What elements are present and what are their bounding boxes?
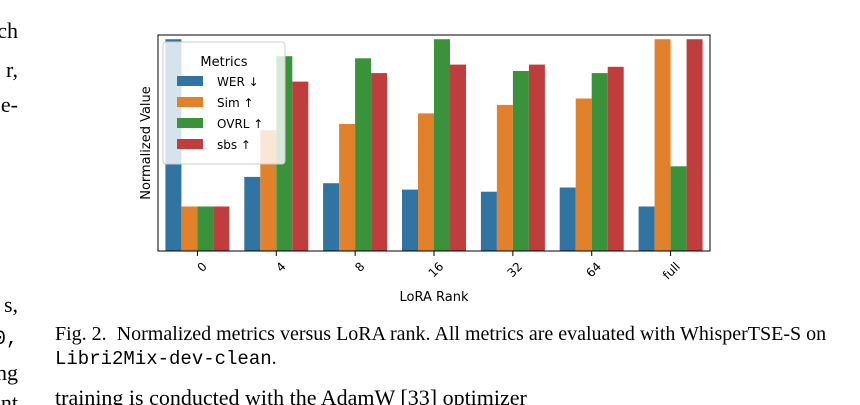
- bar: [480, 191, 497, 251]
- legend-box: [162, 41, 286, 165]
- x-tick-label: full: [660, 259, 683, 282]
- bar: [181, 206, 198, 251]
- legend-label: OVRL ↑: [217, 117, 263, 131]
- x-tick-label: 0: [194, 259, 209, 274]
- legend-swatch: [177, 97, 203, 107]
- figure-caption: Fig. 2. Normalized metrics versus LoRA r…: [55, 322, 845, 371]
- legend-label: Sim ↑: [217, 96, 254, 110]
- bar-chart: 0 4 8 16 32 64 full LoRA Rank Normalized Value…: [139, 34, 711, 305]
- caption-end: .: [271, 347, 277, 369]
- left-fragment: 0,: [0, 328, 18, 351]
- x-axis-label: LoRA Rank: [400, 290, 469, 305]
- caption-label: Fig. 2.: [55, 323, 107, 345]
- bar: [371, 73, 388, 251]
- legend-swatch: [177, 139, 203, 149]
- bar: [355, 58, 372, 251]
- legend-title: Metrics: [200, 55, 247, 70]
- legend-swatch: [177, 118, 203, 128]
- bar: [591, 73, 608, 251]
- legend-label: WER ↓: [217, 75, 259, 89]
- bar: [323, 183, 340, 251]
- left-fragment: ng: [0, 360, 18, 385]
- bar: [512, 71, 529, 251]
- bar: [339, 123, 356, 251]
- bar: [670, 166, 687, 251]
- legend-swatch: [177, 76, 203, 86]
- left-column-text: ch r, e- s, 0, ng nt: [0, 0, 22, 405]
- left-fragment: e-: [0, 92, 18, 117]
- y-axis-label: Normalized Value: [139, 86, 154, 200]
- legend-label: sbs ↑: [217, 138, 251, 152]
- bar: [686, 39, 703, 252]
- legend: Metrics WER ↓ Sim ↑ OVRL ↑ sbs ↑: [162, 41, 286, 165]
- bar: [197, 206, 214, 251]
- left-fragment: nt: [0, 390, 18, 405]
- caption-dataset: Libri2Mix-dev-clean: [55, 348, 272, 370]
- x-tick-label: 16: [426, 259, 447, 280]
- bar: [244, 176, 261, 251]
- bar: [450, 64, 466, 251]
- bar: [213, 206, 230, 251]
- left-fragment: r,: [6, 57, 18, 82]
- x-tick-label: 4: [273, 259, 288, 274]
- x-tick-label: 8: [352, 259, 367, 274]
- body-text-line: training is conducted with the AdamW [33…: [55, 385, 527, 405]
- left-fragment: s,: [3, 292, 18, 317]
- bar: [607, 66, 624, 251]
- bar: [575, 98, 592, 251]
- bar: [418, 113, 434, 252]
- x-tick-label: 32: [504, 259, 525, 280]
- bar: [559, 187, 576, 251]
- bar: [434, 39, 450, 252]
- caption-text: Normalized metrics versus LoRA rank. All…: [116, 323, 827, 345]
- bar: [654, 39, 671, 252]
- bar: [292, 81, 309, 251]
- bar: [402, 189, 418, 251]
- x-tick-label: 64: [583, 259, 604, 280]
- left-fragment: ch: [0, 18, 18, 43]
- bar: [638, 206, 655, 251]
- x-ticks: 0 4 8 16 32 64 full: [194, 251, 683, 282]
- bar: [496, 104, 513, 252]
- bar: [528, 64, 545, 251]
